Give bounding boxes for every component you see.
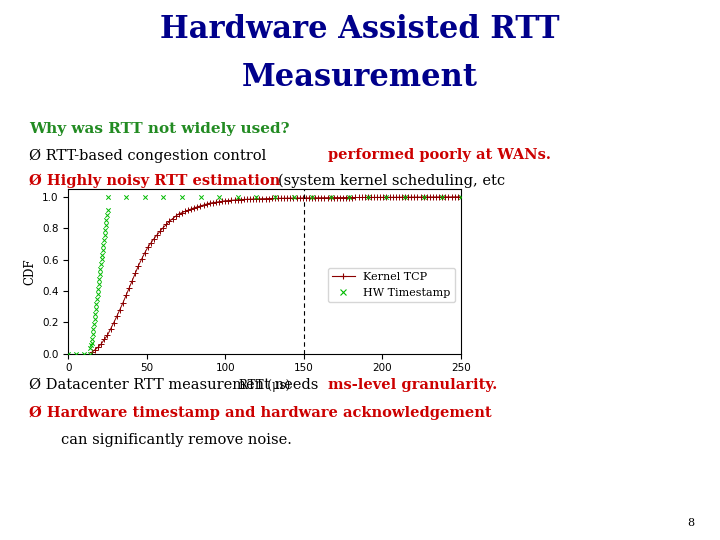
Text: Ø Highly noisy RTT estimation: Ø Highly noisy RTT estimation xyxy=(29,174,280,188)
Point xyxy=(288,193,300,201)
Point xyxy=(232,193,243,201)
X-axis label: RTT (μs): RTT (μs) xyxy=(239,379,290,392)
Text: ms-level granularity.: ms-level granularity. xyxy=(328,378,497,392)
Point xyxy=(89,315,100,323)
Text: Hardware Assisted RTT: Hardware Assisted RTT xyxy=(160,14,560,44)
Text: Ø Hardware timestamp and hardware acknowledgement: Ø Hardware timestamp and hardware acknow… xyxy=(29,406,492,421)
Point xyxy=(88,325,99,333)
Point xyxy=(94,275,105,284)
Point xyxy=(85,349,96,358)
Point xyxy=(94,270,106,279)
Point xyxy=(95,265,107,274)
Point xyxy=(86,334,98,343)
Point xyxy=(102,193,114,201)
Point xyxy=(91,290,103,299)
Point xyxy=(92,285,104,294)
Point xyxy=(63,349,74,358)
Point xyxy=(176,193,188,201)
Point xyxy=(85,341,96,350)
Point xyxy=(99,231,110,239)
Text: Why was RTT not widely used?: Why was RTT not widely used? xyxy=(29,122,289,136)
Y-axis label: CDF: CDF xyxy=(24,258,37,285)
Point xyxy=(158,193,169,201)
Point xyxy=(99,225,111,234)
Point xyxy=(195,193,207,201)
Point xyxy=(78,349,90,358)
Point xyxy=(306,193,318,201)
Point xyxy=(455,193,467,201)
Text: 8: 8 xyxy=(688,518,695,528)
Point xyxy=(93,280,104,288)
Text: can significantly remove noise.: can significantly remove noise. xyxy=(61,433,292,447)
Text: Measurement: Measurement xyxy=(242,62,478,93)
Text: Ø RTT-based congestion control: Ø RTT-based congestion control xyxy=(29,148,271,163)
Point xyxy=(139,193,150,201)
Point xyxy=(90,305,102,313)
Point xyxy=(381,193,392,201)
Point xyxy=(120,193,132,201)
Point xyxy=(418,193,429,201)
Point xyxy=(100,220,112,229)
Point xyxy=(213,193,225,201)
Point xyxy=(97,245,109,254)
Point xyxy=(343,193,355,201)
Point xyxy=(99,235,110,244)
Text: Ø Datacenter RTT measurement needs: Ø Datacenter RTT measurement needs xyxy=(29,378,323,392)
Point xyxy=(102,211,113,219)
Point xyxy=(71,349,82,358)
Point xyxy=(96,255,107,264)
Point xyxy=(436,193,448,201)
Point xyxy=(85,344,96,353)
Point xyxy=(98,240,109,249)
Point xyxy=(88,320,99,328)
Point xyxy=(91,300,102,308)
Point xyxy=(101,215,112,224)
Point xyxy=(95,260,107,269)
Point xyxy=(96,250,108,259)
Legend: Kernel TCP, HW Timestamp: Kernel TCP, HW Timestamp xyxy=(328,268,455,302)
Point xyxy=(362,193,374,201)
Point xyxy=(325,193,336,201)
Point xyxy=(269,193,281,201)
Point xyxy=(91,295,103,303)
Point xyxy=(86,338,97,347)
Text: (system kernel scheduling, etc: (system kernel scheduling, etc xyxy=(278,174,505,188)
Point xyxy=(87,329,99,338)
Text: performed poorly at WANs.: performed poorly at WANs. xyxy=(328,148,551,163)
Point xyxy=(102,206,114,214)
Point xyxy=(251,193,262,201)
Point xyxy=(400,193,411,201)
Point xyxy=(89,310,101,319)
